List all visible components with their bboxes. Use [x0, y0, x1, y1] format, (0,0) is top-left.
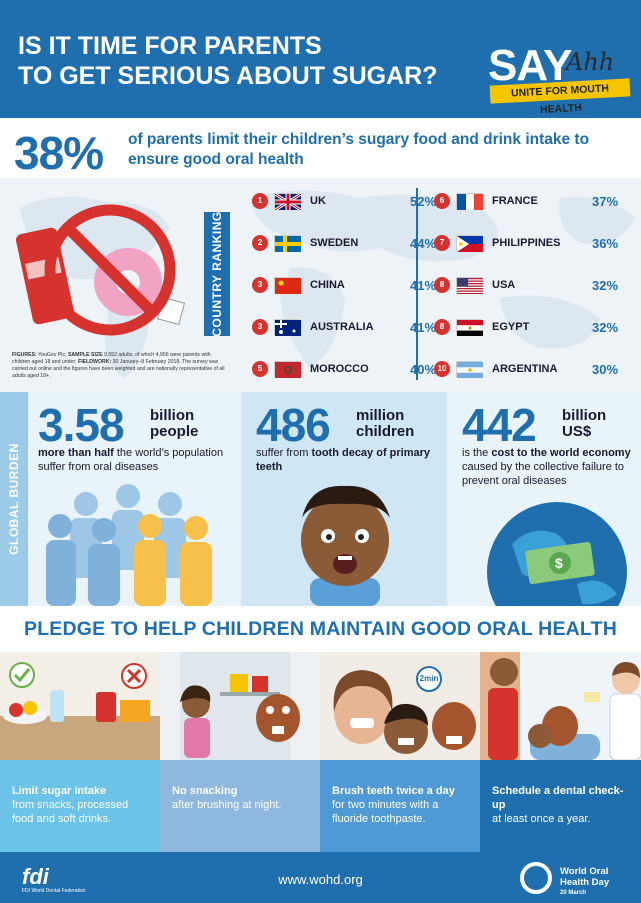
rank-number-badge: 3: [252, 319, 268, 335]
people-crowd-illustration: [46, 484, 212, 606]
country-name: AUSTRALIA: [310, 321, 374, 333]
country-name: MOROCCO: [310, 363, 369, 375]
pledge-caption-2: No snacking after brushing at night.: [160, 760, 320, 852]
people-unit1: billion: [150, 407, 195, 424]
usa-flag-icon: [456, 277, 483, 294]
ranking-row-left-0: 1 UK 52%: [252, 190, 436, 212]
rank-number-badge: 1: [252, 193, 268, 209]
rank-number-badge: 8: [434, 319, 450, 335]
people-desc: more than half the world’s population su…: [38, 447, 224, 473]
ranking-row-left-4: 5 MOROCCO 40%: [252, 358, 436, 380]
rank-number-badge: 10: [434, 361, 450, 377]
website-link[interactable]: www.wohd.org: [278, 872, 363, 887]
country-name: ARGENTINA: [492, 363, 558, 375]
rank-number-badge: 6: [434, 193, 450, 209]
svg-text:$: $: [555, 555, 563, 571]
children-unit1: million: [356, 407, 405, 424]
rank-number-badge: 2: [252, 235, 268, 251]
country-name: EGYPT: [492, 321, 530, 333]
cost-desc: is the cost to the world economy caused …: [462, 447, 631, 487]
rank-number-badge: 8: [434, 277, 450, 293]
cost-unit2: US$: [562, 423, 592, 440]
cost-unit1: billion: [562, 407, 607, 424]
philippines-flag-icon: [456, 235, 483, 252]
fdi-subtitle: FDI World Dental Federation: [22, 888, 86, 894]
pledge-caption-3: Brush teeth twice a day for two minutes w…: [320, 760, 480, 852]
ranking-row-right-1: 7 PHILIPPINES 36%: [434, 232, 618, 254]
scene-no-snacking: [160, 652, 320, 760]
ranking-row-left-3: 3 AUSTRALIA 41%: [252, 316, 436, 338]
morocco-flag-icon: [274, 361, 301, 378]
rank-number-badge: 3: [252, 277, 268, 293]
australia-flag-icon: [274, 319, 301, 336]
country-name: CHINA: [310, 279, 345, 291]
country-name: UK: [310, 195, 326, 207]
logo-say: SAY: [488, 41, 572, 90]
timer-icon: 2min: [416, 666, 442, 692]
global-burden-tab: GLOBAL BURDEN: [0, 392, 28, 606]
children-unit2: children: [356, 423, 415, 440]
country-percent: 36%: [592, 235, 619, 251]
country-ranking-tab: COUNTRY RANKING: [204, 211, 230, 337]
cost-number: 442: [462, 399, 537, 451]
uk-flag-icon: [274, 192, 302, 212]
pledge-title: PLEDGE TO HELP CHILDREN MAINTAIN GOOD OR…: [23, 618, 617, 640]
scene-dental-checkup: [480, 652, 641, 760]
ranking-row-right-0: 6 FRANCE 37%: [434, 190, 618, 212]
fdi-logo: fdi: [22, 864, 49, 889]
child-toothache-illustration: [301, 485, 390, 606]
people-unit2: people: [150, 423, 199, 440]
ranking-row-right-2: 8 USA 32%: [434, 274, 618, 296]
china-flag-icon: [274, 277, 301, 294]
children-desc: suffer from tooth decay of primary teeth: [256, 447, 431, 473]
world-oral-health-day-logo: World Oral Health Day 20 March: [520, 860, 635, 900]
survey-figures-note: FIGURES: YouGov Plc; SAMPLE SIZE 9,552 a…: [12, 352, 225, 379]
no-sugar-illustration: [16, 204, 186, 336]
stat-percent: 38%: [14, 127, 104, 179]
scene-brush-teeth: 2min: [320, 652, 480, 760]
country-percent: 41%: [410, 319, 437, 335]
children-number: 486: [256, 399, 331, 451]
rank-number-badge: 5: [252, 361, 268, 377]
ranking-row-left-2: 3 CHINA 41%: [252, 274, 436, 296]
country-percent: 44%: [410, 235, 437, 251]
logo-ahh: Ahh: [566, 48, 615, 76]
scene-limit-sugar: [0, 652, 160, 760]
ranking-row-right-3: 8 EGYPT 32%: [434, 316, 618, 338]
people-number: 3.58: [38, 399, 125, 451]
egypt-flag-icon: [456, 319, 483, 336]
pledge-caption-1: Limit sugar intake from snacks, processed…: [0, 760, 160, 852]
sweden-flag-icon: [274, 235, 301, 252]
country-percent: 32%: [592, 319, 619, 335]
ranking-row-left-1: 2 SWEDEN 44%: [252, 232, 436, 254]
country-percent: 52%: [410, 193, 437, 209]
ranking-divider: [416, 188, 418, 380]
wohd-circle-icon: [520, 862, 552, 894]
country-name: USA: [492, 279, 516, 291]
country-percent: 40%: [410, 361, 437, 377]
country-percent: 30%: [592, 361, 619, 377]
page-title-line2: TO GET SERIOUS ABOUT SUGAR?: [18, 62, 438, 90]
country-percent: 37%: [592, 193, 619, 209]
say-ahh-logo: SAY Ahh UNITE FOR MOUTH HEALTH: [488, 41, 634, 116]
stat-text: of parents limit their children’s sugary…: [128, 131, 590, 168]
country-percent: 41%: [410, 277, 437, 293]
country-percent: 32%: [592, 277, 619, 293]
country-name: PHILIPPINES: [492, 237, 561, 249]
ranking-row-right-4: 10 ARGENTINA 30%: [434, 358, 618, 380]
rank-number-badge: 7: [434, 235, 450, 251]
argentina-flag-icon: [456, 361, 483, 378]
page-title-line1: IS IT TIME FOR PARENTS: [18, 32, 322, 60]
pledge-caption-4: Schedule a dental check-up at least once …: [480, 760, 641, 852]
france-flag-icon: [456, 193, 483, 210]
globe-money-illustration: $: [487, 502, 627, 606]
country-name: SWEDEN: [310, 237, 359, 249]
country-name: FRANCE: [492, 195, 538, 207]
